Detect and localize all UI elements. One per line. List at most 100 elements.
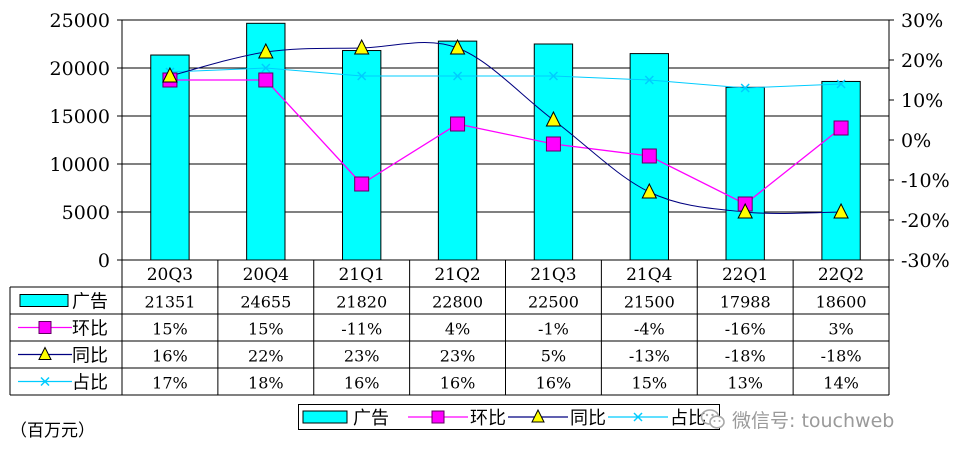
point-marker xyxy=(641,182,658,199)
point-marker xyxy=(353,38,370,55)
data-label: 22% xyxy=(248,347,284,366)
point-marker xyxy=(737,202,753,219)
point-marker-stroke xyxy=(357,71,367,81)
point-marker xyxy=(545,136,561,152)
point-marker xyxy=(258,42,274,59)
point-marker xyxy=(40,376,50,387)
data-label: -4% xyxy=(634,320,665,339)
data-label: -18% xyxy=(725,347,766,366)
point-marker xyxy=(531,408,545,423)
data-label: 21500 xyxy=(624,293,675,312)
data-label: 24655 xyxy=(240,293,291,312)
x-tick-label: 21Q3 xyxy=(530,265,576,285)
point-marker xyxy=(453,71,463,81)
series-line-环比 xyxy=(169,79,842,205)
table-row-header: 广告 xyxy=(72,292,108,313)
data-label: 14% xyxy=(823,374,859,393)
series-line-占比 xyxy=(169,67,842,89)
point-marker-stroke xyxy=(633,412,643,422)
point-marker xyxy=(633,412,643,422)
point-marker-stroke xyxy=(644,75,654,85)
data-label: 15% xyxy=(248,320,284,339)
bar xyxy=(725,86,765,261)
data-label: 4% xyxy=(445,320,470,339)
table-legend-key xyxy=(19,294,69,307)
point-marker xyxy=(449,38,466,55)
data-label: 16% xyxy=(536,374,572,393)
y-right-tick-label: -30% xyxy=(901,250,950,272)
x-tick-label: 20Q4 xyxy=(243,265,289,285)
y-left-tick-label: 10000 xyxy=(50,154,110,176)
point-marker xyxy=(545,110,562,127)
legend: 广告 环比 同比 占比 xyxy=(298,404,720,430)
point-marker xyxy=(836,79,846,89)
y-left-tick-label: 5000 xyxy=(62,202,110,224)
y-right-tick-label: 0% xyxy=(901,130,931,152)
y-left-tick-label: 15000 xyxy=(50,106,110,128)
data-label: 17% xyxy=(152,374,188,393)
point-marker xyxy=(162,66,178,83)
legend-label: 同比 xyxy=(570,408,606,429)
point-marker xyxy=(450,116,466,132)
data-label: 16% xyxy=(152,347,188,366)
data-label: -1% xyxy=(538,320,569,339)
point-marker xyxy=(644,75,654,85)
data-label: 13% xyxy=(727,374,763,393)
point-marker xyxy=(833,120,849,136)
y-left-tick-label: 20000 xyxy=(50,58,110,80)
legend-label: 广告 xyxy=(353,408,389,429)
bar xyxy=(342,50,382,261)
point-marker-stroke xyxy=(261,63,271,73)
point-marker-stroke xyxy=(453,71,463,81)
data-label: 23% xyxy=(440,347,476,366)
data-label: 15% xyxy=(632,374,668,393)
point-marker-stroke xyxy=(40,376,50,387)
data-label: 23% xyxy=(344,347,380,366)
point-marker-stroke xyxy=(548,71,558,81)
data-label: 18% xyxy=(248,374,284,393)
bar xyxy=(821,80,861,261)
bar xyxy=(150,54,190,261)
data-label: 15% xyxy=(152,320,188,339)
legend-label: 环比 xyxy=(470,408,506,429)
data-label: -16% xyxy=(725,320,766,339)
point-marker xyxy=(261,63,271,73)
data-label: -13% xyxy=(629,347,670,366)
data-label: 16% xyxy=(440,374,476,393)
legend-label: 占比 xyxy=(670,408,706,429)
watermark: 微信号: touchweb xyxy=(700,404,894,434)
point-marker xyxy=(740,83,750,93)
point-marker-stroke xyxy=(740,83,750,93)
series-line-同比 xyxy=(169,42,842,214)
y-left-tick-label: 25000 xyxy=(50,10,110,32)
data-label: 22800 xyxy=(432,293,483,312)
bar xyxy=(437,40,478,261)
data-label: 5% xyxy=(541,347,566,366)
bar xyxy=(533,43,574,261)
data-label: 16% xyxy=(344,374,380,393)
table-row-header: 环比 xyxy=(72,319,108,340)
data-label: -11% xyxy=(341,320,382,339)
y-right-tick-label: -20% xyxy=(901,210,950,232)
y-left-tick-label: 0 xyxy=(98,250,110,272)
y-right-tick-label: -10% xyxy=(901,170,950,192)
wechat-icon xyxy=(700,409,725,429)
point-marker xyxy=(548,71,558,81)
x-tick-label: 22Q2 xyxy=(818,265,864,285)
data-label: 17988 xyxy=(720,293,771,312)
x-tick-label: 22Q1 xyxy=(722,265,768,285)
point-marker xyxy=(431,410,445,424)
data-label: 18600 xyxy=(816,293,867,312)
point-marker xyxy=(354,176,370,192)
unit-label: （百万元） xyxy=(10,421,95,441)
data-label: 21820 xyxy=(336,293,387,312)
plot-area xyxy=(121,19,890,261)
point-marker xyxy=(38,346,52,360)
data-label: 3% xyxy=(828,320,853,339)
table-row-header: 同比 xyxy=(72,346,108,367)
point-marker xyxy=(833,202,849,219)
y-right-tick-label: 10% xyxy=(901,90,943,112)
data-label: 22500 xyxy=(528,293,579,312)
y-right-tick-label: 30% xyxy=(901,10,943,32)
